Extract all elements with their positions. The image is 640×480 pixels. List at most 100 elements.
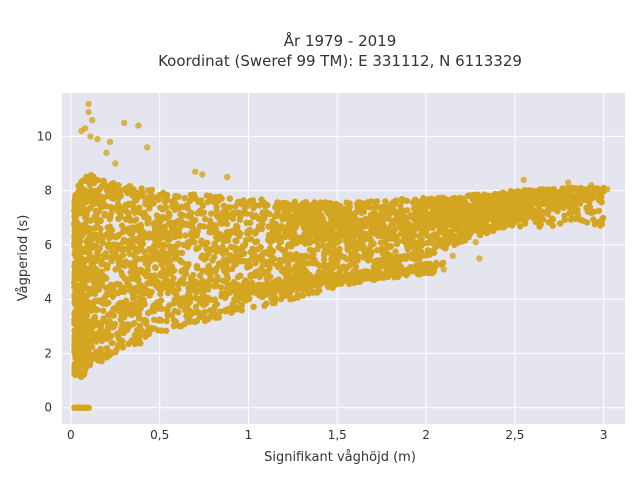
data-point	[104, 325, 111, 332]
data-point	[204, 198, 212, 206]
data-point	[128, 311, 135, 318]
data-point	[134, 189, 141, 197]
data-point	[188, 215, 195, 222]
data-point	[311, 199, 318, 206]
data-point	[375, 232, 382, 240]
data-point	[155, 242, 162, 249]
data-point	[118, 222, 126, 229]
data-point	[193, 289, 200, 296]
data-point	[565, 179, 572, 186]
data-point	[208, 210, 215, 217]
data-point	[502, 209, 510, 216]
data-point	[403, 207, 411, 214]
data-point	[293, 221, 300, 228]
data-point	[180, 280, 188, 287]
data-point	[597, 188, 605, 195]
data-point	[105, 288, 112, 296]
data-point	[108, 180, 116, 187]
data-point	[132, 265, 139, 273]
data-point	[217, 215, 225, 222]
data-point	[471, 200, 478, 207]
data-point	[113, 280, 120, 288]
data-point	[450, 206, 457, 213]
data-point	[104, 299, 112, 306]
data-point	[83, 208, 91, 215]
data-point	[96, 244, 104, 252]
data-point	[350, 215, 357, 222]
data-point	[212, 314, 219, 321]
data-point	[539, 196, 547, 204]
data-point	[219, 243, 226, 251]
data-point	[377, 257, 384, 265]
data-point	[82, 329, 89, 336]
data-point	[214, 273, 221, 280]
data-point	[75, 295, 82, 302]
data-point	[427, 262, 435, 269]
data-point	[71, 333, 79, 340]
data-point	[194, 264, 201, 272]
data-point	[85, 108, 92, 116]
data-point	[127, 224, 135, 231]
data-point	[244, 200, 251, 207]
data-points	[71, 100, 611, 411]
data-point	[112, 160, 119, 167]
data-point	[72, 349, 79, 356]
data-point	[371, 208, 378, 216]
data-point	[148, 288, 155, 296]
data-point	[394, 213, 401, 221]
data-point	[77, 355, 85, 362]
data-point	[151, 325, 158, 332]
y-axis-label: Vågperiod (s)	[16, 215, 31, 302]
data-point	[157, 270, 165, 277]
data-point	[79, 177, 86, 184]
data-point	[210, 306, 218, 313]
data-point	[384, 258, 391, 265]
data-point	[183, 313, 190, 320]
data-point	[164, 307, 171, 315]
data-point	[114, 330, 121, 337]
data-point	[505, 219, 512, 226]
data-point	[88, 356, 96, 363]
data-point	[200, 282, 207, 289]
data-point	[416, 250, 423, 257]
data-point	[154, 230, 162, 237]
data-point	[443, 196, 450, 203]
data-point	[121, 119, 128, 127]
data-point	[146, 205, 153, 212]
data-point	[115, 182, 122, 189]
data-point	[438, 261, 445, 268]
data-point	[222, 215, 229, 222]
data-point	[480, 220, 487, 227]
data-point	[527, 202, 535, 209]
data-point	[261, 268, 268, 276]
data-point	[315, 287, 322, 294]
data-point	[290, 295, 298, 302]
data-point	[130, 304, 138, 312]
data-point	[102, 250, 109, 257]
data-point	[78, 345, 85, 352]
data-point	[107, 254, 115, 261]
data-point	[246, 257, 253, 264]
data-point	[196, 272, 204, 279]
data-point	[100, 177, 107, 184]
data-point	[323, 226, 331, 234]
data-point	[131, 209, 139, 216]
data-point	[411, 215, 418, 222]
data-point	[293, 251, 300, 258]
data-point	[382, 269, 389, 277]
data-point	[348, 224, 355, 231]
data-point	[150, 234, 157, 241]
data-point	[331, 281, 338, 288]
data-point	[209, 257, 216, 264]
data-point	[552, 201, 560, 209]
data-point	[106, 138, 114, 145]
data-point	[266, 249, 273, 256]
data-point	[380, 231, 387, 239]
data-point	[250, 303, 257, 310]
data-point	[212, 222, 219, 229]
data-point	[352, 263, 360, 270]
data-point	[240, 249, 248, 257]
data-point	[387, 267, 395, 275]
data-point	[314, 245, 321, 253]
data-point	[275, 263, 282, 271]
